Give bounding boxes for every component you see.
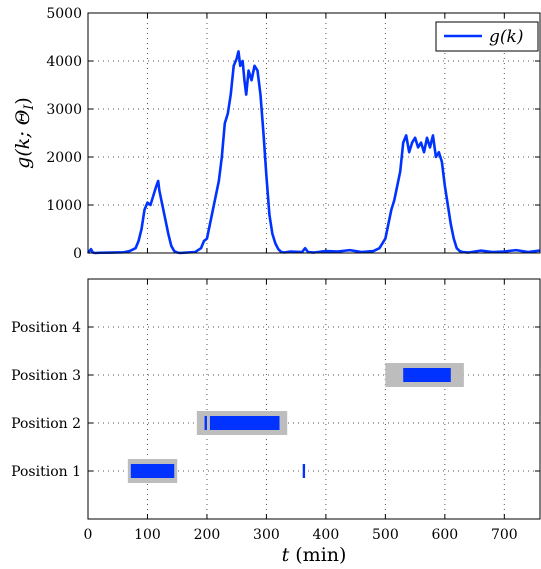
top-chart: 0 1000 2000 3000 4000 5000 g(k) g(k; ΘI)	[12, 6, 541, 262]
bottom-x-tick-label: 700	[491, 527, 518, 543]
estimate-bar	[302, 464, 306, 478]
top-y-tick-label: 0	[73, 246, 82, 262]
y-label-base: g(k; Θ	[12, 109, 34, 169]
legend-label: g(k)	[489, 27, 523, 47]
estimate-bar	[209, 416, 280, 430]
top-y-ticks: 0 1000 2000 3000 4000 5000	[46, 6, 540, 262]
estimate-bars	[130, 368, 451, 478]
position-label: Position 2	[11, 416, 81, 432]
series-line-g-k	[86, 50, 541, 255]
bottom-x-tick-label: 0	[84, 527, 93, 543]
bottom-plot-border	[87, 278, 541, 520]
bottom-x-tick-label: 600	[431, 527, 458, 543]
position-label: Position 3	[11, 368, 81, 384]
bottom-x-tick-label: 500	[372, 527, 399, 543]
x-label-var: t	[282, 544, 290, 566]
y-label-sub: I	[22, 104, 37, 111]
estimate-bar	[403, 368, 451, 382]
top-y-tick-label: 2000	[46, 150, 82, 166]
top-plot-border	[87, 12, 541, 254]
position-labels: Position 1 Position 2 Position 3 Position 4	[11, 320, 540, 480]
estimate-bar	[130, 464, 175, 478]
estimate-bar	[204, 416, 207, 430]
top-y-tick-label: 1000	[46, 198, 82, 214]
top-y-tick-label: 5000	[46, 6, 82, 22]
top-y-tick-label: 4000	[46, 54, 82, 70]
y-label-close: )	[12, 97, 34, 104]
bottom-chart: 0 100 200 300 400 500 600 700 Position 1Positio…	[11, 278, 541, 566]
bottom-x-ticks: 0 100 200 300 400 500 600 700	[84, 279, 518, 543]
position-label: Position 4	[11, 320, 81, 336]
bottom-x-tick-label: 200	[194, 527, 221, 543]
top-y-tick-label: 3000	[46, 102, 82, 118]
top-y-axis-label: g(k; ΘI)	[12, 97, 37, 169]
x-label-unit: (min)	[289, 544, 346, 566]
bottom-x-tick-label: 300	[253, 527, 280, 543]
position-label: Position 1	[11, 464, 81, 480]
legend: g(k)	[435, 21, 539, 52]
bottom-x-axis-label: t (min)	[282, 544, 347, 566]
bottom-x-tick-label: 100	[134, 527, 161, 543]
bottom-x-tick-label: 400	[313, 527, 340, 543]
